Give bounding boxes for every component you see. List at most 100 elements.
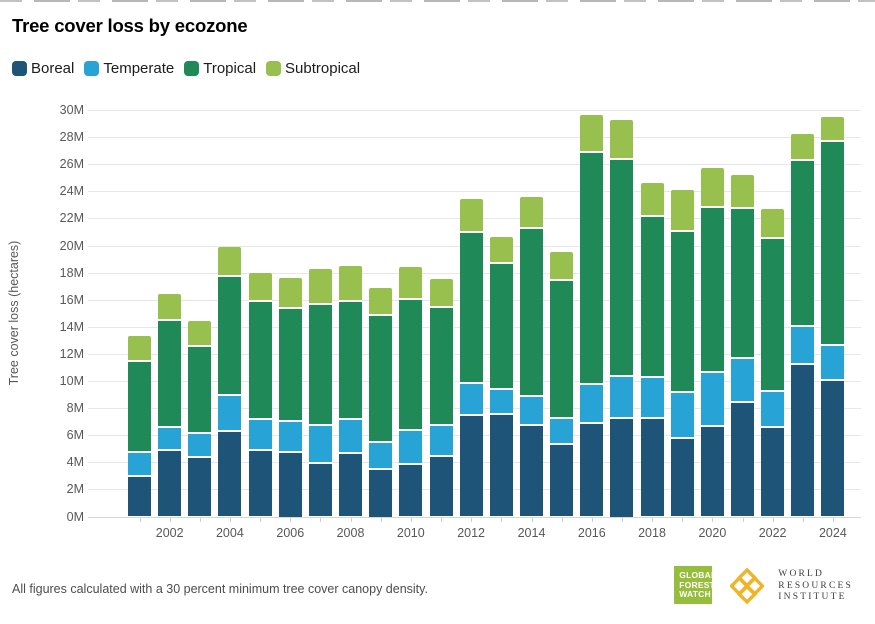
segment-temperate-2006: [278, 421, 302, 453]
segment-boreal-2009: [369, 470, 393, 517]
bar-2007[interactable]: [308, 268, 332, 517]
legend-item-temperate: Temperate: [84, 60, 174, 77]
bar-2020[interactable]: [700, 168, 724, 517]
y-tick-label: 14M: [59, 319, 84, 334]
bar-2022[interactable]: [761, 208, 785, 517]
segment-temperate-2012: [459, 383, 483, 417]
legend-swatch-temperate: [84, 61, 100, 76]
x-tick-label: 2002: [155, 526, 184, 540]
x-tick: [380, 517, 382, 522]
bar-2009[interactable]: [369, 287, 393, 517]
screenshot-edge-artifact: [0, 0, 875, 2]
bar-2004[interactable]: [218, 246, 242, 517]
x-tick: [802, 517, 804, 522]
segment-tropical-2003: [188, 347, 212, 434]
y-tick-label: 16M: [59, 292, 84, 307]
segment-boreal-2021: [731, 402, 754, 517]
segment-tropical-2001: [128, 361, 151, 453]
bar-2006[interactable]: [278, 278, 302, 517]
segment-temperate-2003: [188, 433, 212, 459]
x-tick: [591, 517, 593, 522]
bar-2013[interactable]: [489, 237, 513, 517]
segment-subtropical-2022: [761, 208, 785, 239]
bar-2008[interactable]: [339, 265, 362, 517]
bar-2015[interactable]: [550, 252, 574, 517]
segment-tropical-2016: [580, 153, 604, 385]
x-tick-label: 2020: [698, 526, 727, 540]
y-tick-label: 4M: [66, 455, 84, 470]
bar-2019[interactable]: [670, 189, 694, 517]
bar-2023[interactable]: [791, 134, 815, 517]
x-tick-label: 2014: [517, 526, 546, 540]
segment-tropical-2023: [791, 161, 815, 327]
segment-tropical-2004: [218, 276, 242, 396]
footer-note: All figures calculated with a 30 percent…: [12, 582, 428, 596]
segment-boreal-2010: [399, 464, 423, 517]
bar-2012[interactable]: [459, 199, 483, 517]
segment-boreal-2001: [128, 477, 151, 517]
segment-temperate-2022: [761, 391, 785, 429]
y-tick-label: 30M: [59, 103, 84, 117]
segment-tropical-2024: [821, 142, 845, 346]
bar-2017[interactable]: [610, 119, 634, 517]
bar-2021[interactable]: [731, 175, 754, 517]
x-tick: [501, 517, 503, 522]
bar-2005[interactable]: [248, 272, 272, 517]
x-tick: [621, 517, 623, 522]
segment-tropical-2022: [761, 238, 785, 392]
global-forest-watch-logo[interactable]: GLOBAL FOREST WATCH: [674, 566, 716, 604]
legend-item-tropical: Tropical: [184, 60, 256, 77]
segment-subtropical-2017: [610, 119, 634, 161]
segment-temperate-2010: [399, 431, 423, 465]
segment-tropical-2013: [489, 264, 513, 391]
x-tick: [561, 517, 563, 522]
legend-label: Temperate: [103, 60, 175, 77]
y-tick-label: 18M: [59, 265, 84, 280]
segment-subtropical-2011: [429, 279, 453, 308]
bar-2024[interactable]: [821, 116, 845, 517]
segment-boreal-2016: [580, 424, 604, 517]
segment-subtropical-2015: [550, 252, 574, 281]
segment-boreal-2014: [520, 425, 543, 517]
segment-subtropical-2003: [188, 321, 212, 348]
segment-tropical-2005: [248, 302, 272, 421]
segment-boreal-2022: [761, 428, 785, 517]
x-tick-label: 2008: [336, 526, 365, 540]
bar-2018[interactable]: [640, 183, 664, 517]
bar-2010[interactable]: [399, 267, 423, 517]
y-tick-label: 10M: [59, 374, 84, 388]
bar-2014[interactable]: [520, 196, 543, 517]
segment-tropical-2011: [429, 307, 453, 426]
bar-2001[interactable]: [128, 336, 151, 517]
segment-temperate-2011: [429, 425, 453, 457]
world-resources-institute-logo[interactable]: WORLD RESOURCES INSTITUTE: [730, 566, 853, 606]
segment-boreal-2019: [670, 439, 694, 517]
segment-subtropical-2008: [339, 265, 362, 303]
y-tick-label: 0M: [66, 509, 84, 524]
segment-tropical-2019: [670, 231, 694, 394]
y-tick-label: 2M: [66, 482, 84, 497]
segment-subtropical-2016: [580, 115, 604, 154]
x-tick: [320, 517, 322, 522]
segment-temperate-2008: [339, 420, 362, 455]
segment-tropical-2009: [369, 316, 393, 444]
bar-2002[interactable]: [158, 294, 182, 517]
x-tick: [260, 517, 262, 522]
segment-temperate-2013: [489, 390, 513, 415]
bar-2011[interactable]: [429, 279, 453, 517]
y-tick-label: 24M: [59, 184, 84, 199]
segment-subtropical-2021: [731, 175, 754, 209]
segment-temperate-2021: [731, 359, 754, 403]
legend-swatch-tropical: [184, 61, 200, 76]
segment-temperate-2018: [640, 378, 664, 419]
bar-2016[interactable]: [580, 115, 604, 517]
segment-temperate-2023: [791, 326, 815, 365]
segment-tropical-2020: [700, 207, 724, 373]
segment-boreal-2017: [610, 418, 634, 517]
segment-subtropical-2004: [218, 246, 242, 277]
x-tick: [652, 517, 653, 522]
segment-boreal-2015: [550, 444, 574, 517]
x-tick-label: 2018: [638, 526, 666, 540]
bar-2003[interactable]: [188, 321, 212, 517]
